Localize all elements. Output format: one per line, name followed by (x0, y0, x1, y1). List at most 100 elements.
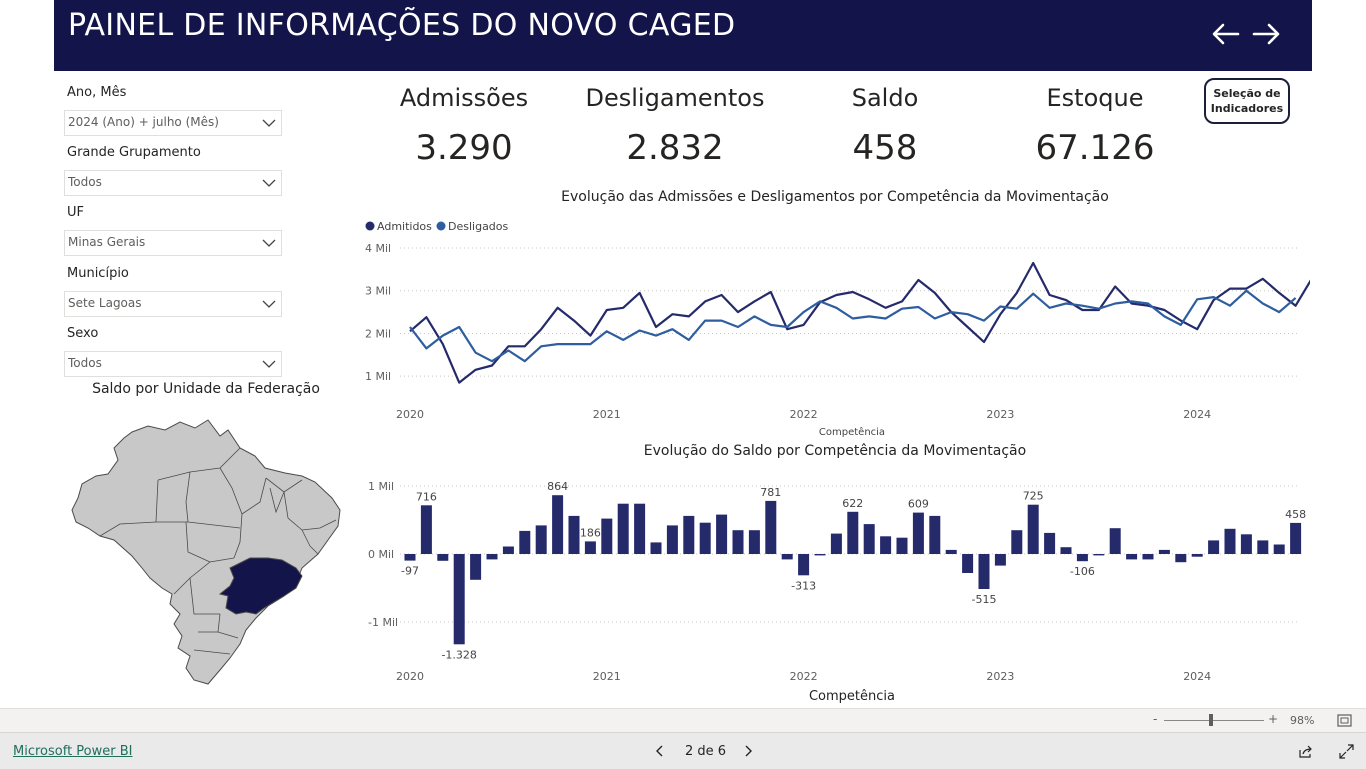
municipio-dropdown[interactable]: Sete Lagoas (64, 291, 282, 317)
bar-chart[interactable]: -1 Mil 0 Mil 1 Mil -97 716 -1.328 864 186 781 -3… (360, 468, 1310, 706)
bar[interactable] (699, 522, 711, 554)
bar[interactable] (994, 554, 1006, 566)
bar-data-label: 716 (416, 490, 437, 503)
selecao-indicadores-button[interactable]: Seleção de Indicadores (1204, 78, 1290, 124)
filter-municipio: Município Sete Lagoas (64, 265, 282, 317)
zoom-out-button[interactable]: - (1153, 712, 1158, 726)
kpi-value: 67.126 (1035, 128, 1155, 168)
bar[interactable] (683, 515, 695, 554)
bar[interactable] (1126, 554, 1138, 560)
powerbi-link[interactable]: Microsoft Power BI (13, 744, 133, 759)
kpi-value: 2.832 (626, 128, 724, 168)
bar[interactable] (535, 525, 547, 554)
next-page-icon[interactable] (742, 745, 754, 757)
back-arrow-icon[interactable] (1210, 18, 1242, 50)
bar[interactable] (584, 541, 596, 554)
bar[interactable] (1208, 540, 1220, 554)
bar[interactable] (404, 554, 416, 561)
uf-dropdown[interactable]: Minas Gerais (64, 230, 282, 256)
x-tick-label: 2023 (986, 408, 1014, 421)
bar[interactable] (1060, 547, 1072, 554)
dropdown-value: Todos (68, 356, 102, 370)
bar[interactable] (781, 554, 793, 560)
y-tick-label: 2 Mil (365, 327, 391, 340)
bar[interactable] (601, 518, 613, 554)
bar[interactable] (732, 530, 744, 554)
bar[interactable] (798, 554, 810, 576)
bar-data-label: 609 (908, 498, 929, 511)
bar[interactable] (716, 514, 728, 554)
bar[interactable] (929, 515, 941, 554)
bar[interactable] (453, 554, 465, 645)
bar[interactable] (470, 554, 482, 580)
bar-data-label: -106 (1070, 565, 1095, 578)
bar-data-label: 725 (1023, 490, 1044, 503)
bar[interactable] (880, 536, 892, 554)
bar[interactable] (863, 524, 875, 554)
bar[interactable] (847, 511, 859, 554)
bar[interactable] (519, 530, 531, 554)
kpi-label: Saldo (851, 84, 919, 112)
bar[interactable] (502, 546, 514, 555)
bar[interactable] (896, 537, 908, 554)
bar[interactable] (1191, 554, 1203, 557)
brazil-map[interactable] (70, 418, 345, 690)
bar[interactable] (650, 542, 662, 554)
line-chart[interactable]: Admitidos Desligados 1 Mil 2 Mil 3 Mil 4 Mi… (360, 212, 1310, 442)
kpi-desligamentos: Desligamentos 2.832 (575, 84, 775, 168)
state-minas-gerais[interactable] (218, 557, 303, 615)
bar[interactable] (1093, 554, 1105, 556)
bar-data-label: -97 (401, 565, 419, 578)
ano-mes-dropdown[interactable]: 2024 (Ano) + julho (Mês) (64, 110, 282, 136)
zoom-slider-track[interactable] (1164, 720, 1264, 721)
x-tick-label: 2022 (790, 670, 818, 683)
bar[interactable] (617, 503, 629, 554)
bar[interactable] (420, 505, 432, 554)
fullscreen-icon[interactable] (1339, 744, 1354, 759)
bar[interactable] (666, 525, 678, 554)
bar[interactable] (1142, 554, 1154, 560)
bar[interactable] (912, 512, 924, 554)
bar[interactable] (1240, 534, 1252, 554)
bar[interactable] (1257, 540, 1269, 554)
bar[interactable] (1175, 554, 1187, 563)
bar[interactable] (814, 554, 826, 556)
bar[interactable] (437, 554, 449, 561)
bar[interactable] (486, 554, 498, 560)
zoom-in-button[interactable]: + (1268, 712, 1279, 726)
bar[interactable] (634, 503, 646, 554)
grande-grupamento-dropdown[interactable]: Todos (64, 170, 282, 196)
bar[interactable] (962, 554, 974, 573)
bar[interactable] (748, 530, 760, 554)
sexo-dropdown[interactable]: Todos (64, 351, 282, 377)
bar[interactable] (568, 515, 580, 554)
bar[interactable] (1076, 554, 1088, 562)
filter-label: UF (67, 205, 84, 220)
kpi-admissoes: Admissões 3.290 (384, 84, 544, 168)
bar[interactable] (552, 495, 564, 554)
bar[interactable] (1011, 530, 1023, 554)
bar[interactable] (978, 554, 990, 589)
bar[interactable] (1224, 528, 1236, 554)
bar[interactable] (945, 549, 957, 554)
bar[interactable] (1158, 549, 1170, 554)
fit-to-page-icon[interactable] (1337, 714, 1352, 727)
share-icon[interactable] (1298, 744, 1313, 759)
legend-admitidos-label[interactable]: Admitidos (377, 220, 432, 233)
button-label-line2: Indicadores (1210, 102, 1284, 115)
bar[interactable] (1027, 504, 1039, 554)
bar[interactable] (1273, 544, 1285, 555)
bar[interactable] (830, 533, 842, 554)
bar[interactable] (1290, 522, 1302, 554)
previous-page-icon[interactable] (654, 745, 666, 757)
bar[interactable] (765, 500, 777, 554)
zoom-slider-thumb[interactable] (1209, 714, 1213, 726)
line-series-admitidos[interactable] (409, 261, 1310, 384)
bar[interactable] (1044, 532, 1056, 554)
bar[interactable] (1109, 528, 1121, 554)
line-series-desligados[interactable] (409, 289, 1297, 363)
filter-label: Grande Grupamento (67, 145, 201, 160)
forward-arrow-icon[interactable] (1250, 18, 1282, 50)
legend-desligados-label[interactable]: Desligados (448, 220, 509, 233)
chevron-down-icon (262, 179, 276, 187)
